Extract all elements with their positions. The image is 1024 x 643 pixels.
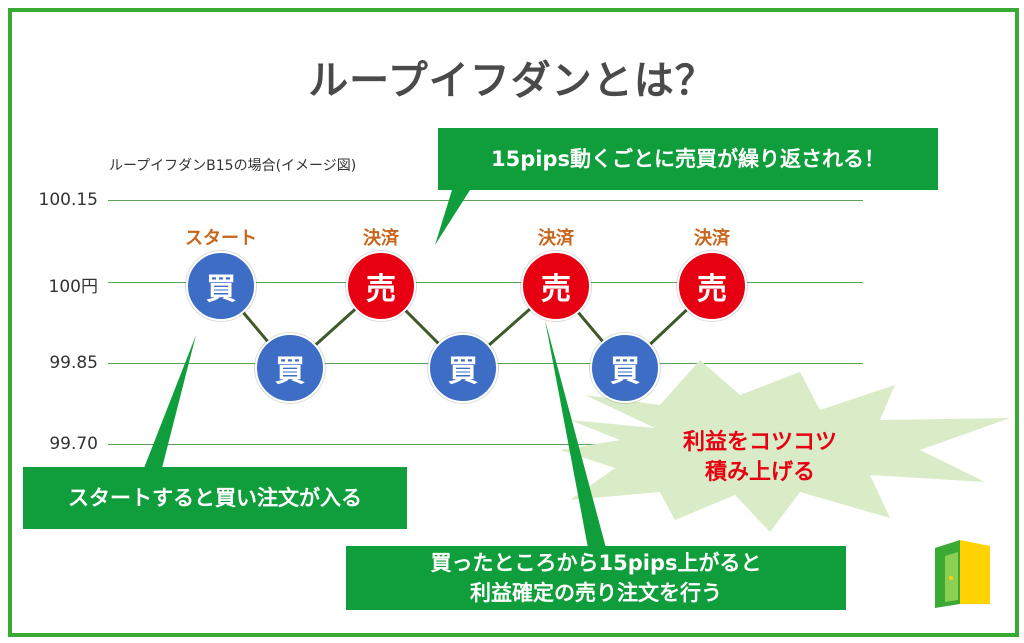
buy-node-2: 買 [255,333,325,403]
page-title: ループイフダンとは？ [308,58,716,104]
y-label-99-85: 99.85 [49,353,98,373]
gridline-100-15 [108,200,863,201]
buy-node-4: 買 [590,333,660,403]
gridline-99-70 [108,444,863,445]
burst-line-2: 積み上げる [704,460,815,485]
buy-node-3: 買 [428,333,498,403]
sell-node-2: 売 [521,251,591,321]
profit-burst-shape [560,360,1010,532]
marker-settle-3: 決済 [694,228,730,249]
callout-start-buy: スタートすると買い注文が入る [23,467,407,529]
gridline-100 [108,282,863,283]
marker-settle-1: 決済 [363,228,399,249]
marker-settle-2: 決済 [538,228,574,249]
y-label-100-15: 100.15 [38,190,98,210]
profit-callout-pointer [545,320,606,548]
burst-line-1: 利益をコツコツ [682,430,837,455]
top-callout-pointer [435,190,470,245]
callout-repeat: 15pips動くごとに売買が繰り返される！ [438,128,938,190]
y-label-99-70: 99.70 [49,434,98,454]
sell-node-3: 売 [677,251,747,321]
start-callout-pointer [144,335,196,468]
diagram-subtitle: ループイフダンB15の場合(イメージ図) [109,158,357,174]
profit-burst-text: 利益をコツコツ 積み上げる [670,428,850,488]
sell-node-1: 売 [346,251,416,321]
marker-start: スタート [185,228,257,249]
callout-take-profit: 買ったところから15pips上がると 利益確定の売り注文を行う [346,546,846,610]
buy-node-1: 買 [186,251,256,321]
y-label-100: 100円 [48,277,98,297]
